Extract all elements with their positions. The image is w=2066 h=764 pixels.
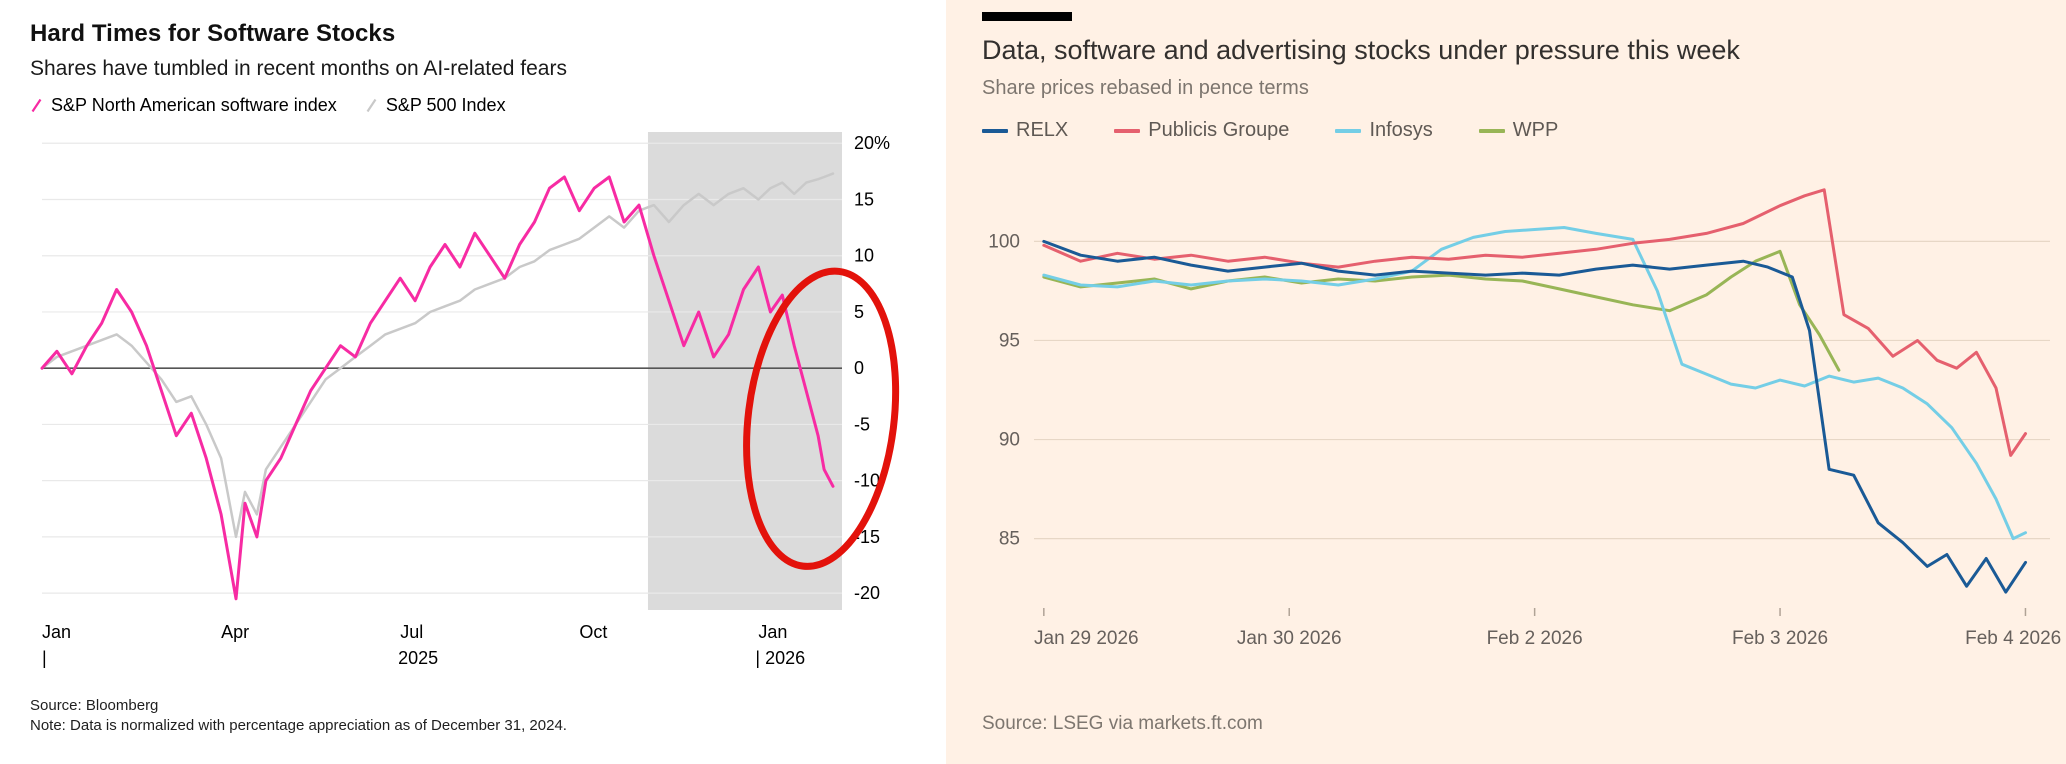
svg-text:5: 5	[854, 302, 864, 322]
publicis-line-sample-icon	[1114, 128, 1141, 133]
svg-text:2025: 2025	[398, 648, 438, 668]
legend-item-infosys: Infosys	[1335, 119, 1433, 142]
legend-label: S&P North American software index	[51, 95, 337, 115]
svg-text:15: 15	[854, 189, 874, 209]
svg-text:10: 10	[854, 246, 874, 266]
svg-text:0: 0	[854, 358, 864, 378]
svg-text:Jan: Jan	[758, 622, 787, 642]
legend-item-relx: RELX	[982, 119, 1068, 142]
left-chart-title: Hard Times for Software Stocks	[30, 20, 396, 47]
left-chart-note: Note: Data is normalized with percentage…	[30, 717, 567, 734]
bloomberg-panel: Hard Times for Software Stocks Shares ha…	[0, 0, 946, 764]
infosys-line-sample-icon	[1335, 128, 1362, 133]
svg-text:20%: 20%	[854, 133, 890, 153]
wpp-line-sample-icon	[1478, 128, 1505, 133]
legend-label: Publicis Groupe	[1148, 119, 1290, 141]
left-chart-legend: S&P North American software index S&P 50…	[30, 95, 946, 116]
svg-text:85: 85	[999, 529, 1020, 550]
svg-text:90: 90	[999, 430, 1020, 451]
legend-label: Infosys	[1369, 119, 1433, 141]
svg-text:Apr: Apr	[221, 622, 249, 642]
right-chart-subtitle: Share prices rebased in pence terms	[982, 77, 1309, 99]
svg-text:Jul: Jul	[400, 622, 423, 642]
svg-text:Feb 2 2026: Feb 2 2026	[1487, 628, 1583, 649]
svg-text:Feb 3 2026: Feb 3 2026	[1732, 628, 1828, 649]
legend-item-wpp: WPP	[1478, 119, 1559, 142]
svg-text:-5: -5	[854, 414, 870, 434]
legend-label: RELX	[1016, 119, 1069, 141]
gray-line-sample-icon	[366, 98, 377, 113]
legend-item-sp500: S&P 500 Index	[365, 95, 506, 116]
legend-label: WPP	[1512, 119, 1559, 141]
svg-text:Oct: Oct	[579, 622, 607, 642]
ft-top-bar	[982, 12, 1072, 21]
svg-text:Feb 4 2026: Feb 4 2026	[1965, 628, 2061, 649]
svg-text:|: |	[42, 648, 47, 668]
right-chart-legend: RELX Publicis Groupe Infosys WPP	[982, 119, 2066, 142]
relx-line-sample-icon	[982, 128, 1008, 133]
ft-panel: Data, software and advertising stocks un…	[946, 0, 2066, 764]
svg-text:Jan 29 2026: Jan 29 2026	[1034, 628, 1139, 649]
left-chart-subtitle: Shares have tumbled in recent months on …	[30, 57, 567, 80]
svg-text:Jan 30 2026: Jan 30 2026	[1237, 628, 1342, 649]
right-chart-source: Source: LSEG via markets.ft.com	[982, 713, 1263, 734]
svg-text:Jan: Jan	[42, 622, 71, 642]
left-chart-source: Source: Bloomberg	[30, 697, 159, 714]
legend-label: S&P 500 Index	[385, 95, 506, 115]
svg-text:-10: -10	[854, 471, 880, 491]
pink-line-sample-icon	[31, 98, 42, 113]
right-chart-title: Data, software and advertising stocks un…	[982, 35, 1740, 65]
svg-text:| 2026: | 2026	[755, 648, 805, 668]
svg-text:95: 95	[999, 330, 1020, 351]
ft-line-chart: 100 95 90 85 Jan 29 2026 Jan 30 2026 Feb 2 202…	[988, 188, 2061, 649]
svg-text:100: 100	[988, 231, 1020, 252]
svg-text:-20: -20	[854, 583, 880, 603]
legend-item-publicis: Publicis Groupe	[1114, 119, 1289, 142]
legend-item-software-index: S&P North American software index	[30, 95, 337, 116]
